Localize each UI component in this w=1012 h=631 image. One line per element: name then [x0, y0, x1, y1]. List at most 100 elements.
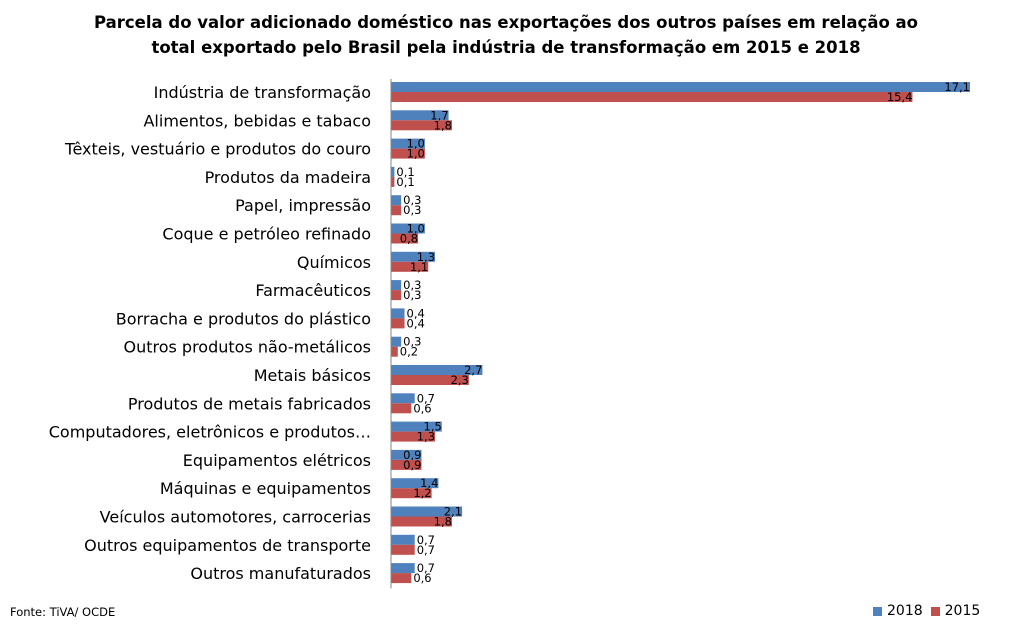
data-label-2015: 0,1 — [396, 175, 414, 189]
data-label-2015: 0,3 — [403, 203, 421, 217]
legend-item-2018: 2018 — [873, 603, 923, 619]
category-label: Coque e petróleo refinado — [162, 225, 371, 244]
bar-2018 — [391, 251, 436, 262]
category-label: Equipamentos elétricos — [183, 451, 371, 470]
legend-swatch-2018 — [873, 606, 882, 616]
data-label-2018: 2,1 — [444, 505, 462, 519]
bar-2018 — [391, 365, 483, 375]
data-label-2018: 1,7 — [430, 108, 448, 122]
bar-2015 — [391, 346, 398, 357]
category-label: Veículos automotores, carrocerias — [100, 508, 371, 527]
category-label: Produtos de metais fabricados — [128, 394, 371, 413]
bar-2018 — [391, 336, 402, 347]
bar-2018 — [391, 166, 395, 177]
data-label-2015: 0,6 — [413, 571, 431, 585]
data-label-2015: 1,2 — [413, 486, 431, 500]
bar-2015 — [391, 92, 913, 102]
data-label-2018: 0,7 — [417, 561, 435, 575]
data-label-2015: 1,3 — [417, 430, 435, 444]
chart-title-line-1: Parcela do valor adicionado doméstico na… — [93, 13, 919, 32]
data-label-2018: 1,4 — [420, 476, 438, 490]
bar-2018 — [391, 449, 422, 460]
bar-2018 — [391, 393, 415, 404]
data-label-2018: 0,3 — [403, 335, 421, 349]
bar-2015 — [391, 403, 412, 414]
data-label-2018: 1,3 — [417, 250, 435, 264]
bar-chart: Indústria de transformação 17,1 15,4 Alimen… — [49, 79, 970, 589]
bar-2018 — [391, 563, 415, 574]
bar-2015 — [391, 431, 436, 442]
data-label-2015: 0,3 — [403, 288, 421, 302]
data-label-2015: 0,9 — [403, 458, 421, 472]
bar-2015 — [391, 544, 415, 555]
bar-2015 — [391, 516, 452, 527]
data-label-2015: 0,4 — [407, 316, 425, 330]
bar-2015 — [391, 176, 395, 187]
category-label: Computadores, eletrônicos e produtos… — [49, 423, 371, 442]
data-label-2015: 0,7 — [417, 543, 435, 557]
category-label: Farmacêuticos — [255, 281, 371, 300]
data-label-2015: 1,8 — [434, 515, 452, 529]
category-label: Papel, impressão — [235, 196, 371, 215]
chart-title-line-2: total exportado pelo Brasil pela indústr… — [151, 38, 861, 57]
data-label-2018: 17,1 — [944, 80, 970, 94]
data-label-2018: 0,7 — [417, 533, 435, 547]
bar-2018 — [391, 280, 402, 291]
bar-2015 — [391, 573, 412, 584]
data-label-2015: 0,8 — [400, 232, 418, 246]
category-label: Produtos da madeira — [205, 168, 371, 187]
bar-2015 — [391, 261, 429, 272]
category-label: Outros equipamentos de transporte — [84, 536, 371, 555]
category-label: Outros manufaturados — [190, 564, 371, 583]
category-label: Outros produtos não-metálicos — [123, 338, 371, 357]
data-label-2015: 1,1 — [410, 260, 428, 274]
legend: 2018 2015 — [873, 603, 988, 619]
category-label: Indústria de transformação — [154, 83, 371, 102]
bar-2015 — [391, 488, 432, 499]
bar-2015 — [391, 205, 402, 216]
data-label-2018: 0,7 — [417, 391, 435, 405]
bar-2018 — [391, 308, 405, 319]
bar-2018 — [391, 223, 425, 234]
data-label-2015: 2,3 — [451, 373, 469, 387]
data-label-2018: 0,3 — [403, 278, 421, 292]
bar-2015 — [391, 318, 405, 329]
bar-2018 — [391, 534, 415, 545]
data-label-2015: 1,8 — [434, 118, 452, 132]
data-label-2018: 1,5 — [423, 420, 441, 434]
bar-2018 — [391, 506, 463, 517]
bar-2018 — [391, 421, 442, 432]
bar-2015 — [391, 459, 422, 470]
data-label-2015: 15,4 — [887, 90, 913, 104]
legend-swatch-2015 — [930, 606, 940, 616]
bar-2015 — [391, 375, 469, 385]
bar-2015 — [391, 233, 419, 244]
legend-label-2018: 2018 — [887, 603, 923, 619]
bar-2018 — [391, 110, 449, 121]
data-label-2018: 0,4 — [407, 306, 425, 320]
data-label-2018: 1,0 — [407, 137, 425, 151]
category-label: Metais básicos — [254, 366, 371, 385]
chart-title: Parcela do valor adicionado doméstico na… — [0, 10, 1012, 60]
data-label-2015: 0,2 — [400, 345, 418, 359]
bar-2015 — [391, 148, 425, 159]
data-label-2018: 1,0 — [407, 222, 425, 236]
bar-2018 — [391, 138, 425, 149]
data-label-2015: 0,6 — [413, 401, 431, 415]
category-label: Alimentos, bebidas e tabaco — [143, 111, 371, 130]
category-label: Têxteis, vestuário e produtos do couro — [64, 140, 371, 159]
category-label: Máquinas e equipamentos — [160, 479, 371, 498]
source-note: Fonte: TiVA/ OCDE — [10, 605, 116, 619]
data-label-2018: 0,3 — [403, 193, 421, 207]
bar-2018 — [391, 82, 970, 92]
data-label-2018: 2,7 — [464, 363, 482, 377]
bar-2015 — [391, 120, 452, 131]
legend-item-2015: 2015 — [930, 603, 981, 619]
category-label: Químicos — [297, 253, 371, 272]
legend-label-2015: 2015 — [944, 603, 981, 619]
data-label-2015: 1,0 — [407, 147, 425, 161]
data-label-2018: 0,1 — [396, 165, 414, 179]
data-label-2018: 0,9 — [403, 448, 421, 462]
bar-2015 — [391, 290, 402, 301]
bar-2018 — [391, 195, 402, 206]
